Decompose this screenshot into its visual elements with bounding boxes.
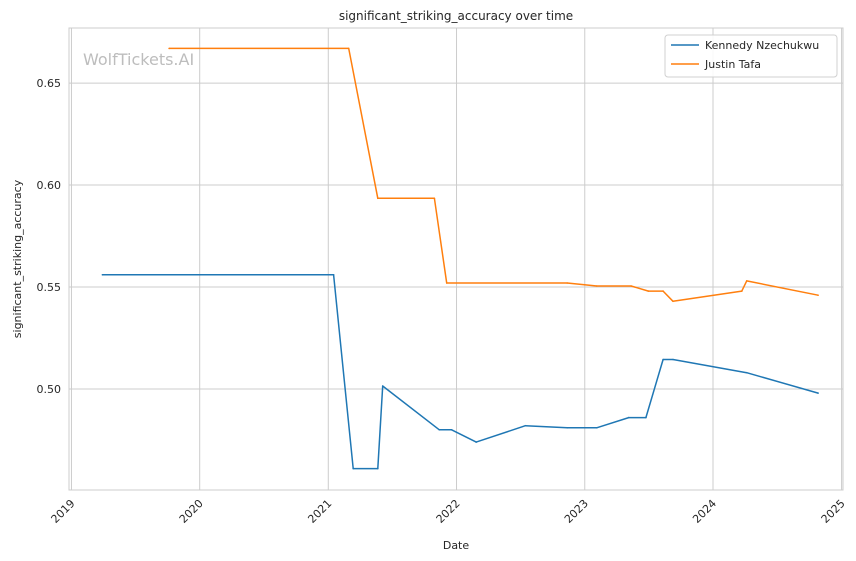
data-point — [595, 427, 598, 429]
x-axis-label: Date — [443, 539, 470, 552]
data-point — [438, 429, 441, 431]
data-point — [595, 285, 598, 287]
data-point — [332, 274, 335, 276]
data-point — [672, 358, 674, 361]
data-point — [524, 424, 527, 427]
data-point — [645, 416, 647, 419]
data-point — [566, 427, 568, 429]
y-tick-label: 0.50 — [37, 383, 62, 396]
data-point — [566, 282, 568, 284]
data-point — [450, 429, 453, 431]
data-point — [433, 197, 436, 200]
legend-box — [664, 34, 838, 78]
watermark: WolfTickets.AI — [83, 50, 194, 69]
data-point — [347, 47, 350, 50]
data-point — [630, 285, 632, 287]
data-point — [381, 385, 384, 387]
data-point — [662, 358, 664, 361]
y-tick-labels: 0.50 0.55 0.60 0.65 — [37, 77, 62, 396]
series-lines — [101, 47, 819, 470]
data-point — [647, 290, 650, 292]
data-point — [377, 197, 379, 200]
data-point — [352, 467, 355, 470]
data-point — [672, 300, 674, 303]
data-point — [745, 280, 748, 282]
y-tick-label: 0.60 — [37, 179, 62, 192]
legend-label: Kennedy Nzechukwu — [705, 39, 819, 52]
data-point — [101, 274, 104, 276]
data-point — [817, 294, 819, 297]
y-axis-label: significant_striking_accuracy — [11, 179, 24, 338]
legend: Kennedy Nzechukwu Justin Tafa — [664, 34, 838, 78]
data-point — [662, 290, 664, 292]
data-point — [817, 392, 819, 394]
data-point — [745, 371, 748, 374]
y-tick-label: 0.65 — [37, 77, 62, 90]
data-point — [377, 467, 379, 470]
data-point — [741, 290, 743, 292]
data-point — [627, 416, 630, 419]
data-point — [445, 282, 448, 284]
legend-label: Justin Tafa — [704, 58, 761, 71]
data-point — [168, 47, 170, 50]
grid-lines — [69, 28, 843, 490]
series-line-1 — [169, 47, 819, 303]
chart-title: significant_striking_accuracy over time — [339, 9, 573, 23]
plot-frame — [68, 27, 844, 491]
y-tick-label: 0.55 — [37, 281, 62, 294]
data-point — [475, 441, 478, 443]
